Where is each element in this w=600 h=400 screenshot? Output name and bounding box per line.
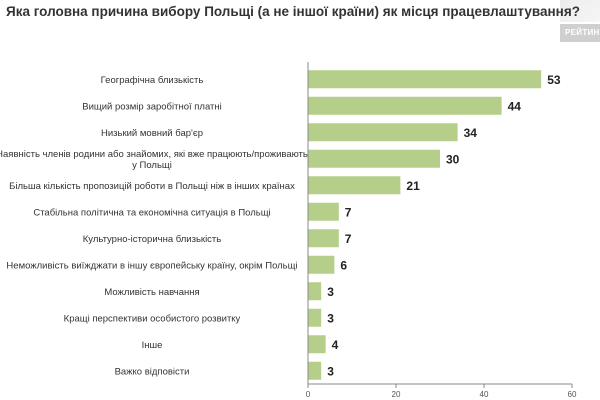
value-label: 53 [547,73,561,87]
chart-title: Яка головна причина вибору Польщі (а не … [6,4,580,19]
value-label: 30 [446,152,460,166]
bar [308,229,339,248]
category-label: Географічна близькість [101,75,204,86]
watermark-logo: РЕЙТИНГ [560,24,600,42]
bar [308,70,542,89]
value-label: 44 [508,99,522,113]
value-label: 7 [345,205,352,219]
value-label: 3 [327,311,334,325]
category-label: Можливість навчання [104,287,199,298]
category-label: Неможливість виїжджати в іншу європейськ… [6,260,297,271]
category-label: Стабільна політична та економічна ситуац… [33,207,270,218]
category-label: Наявність членів родини або знайомих, як… [0,149,308,171]
category-label: Вищий розмір заробітної платні [82,101,221,112]
value-label: 21 [406,179,420,193]
category-label: Більша кількість пропозицій роботи в Пол… [9,181,295,192]
bar [308,176,401,195]
value-label: 6 [340,258,347,272]
x-tick-label: 60 [568,390,577,399]
category-label: Інше [142,340,163,351]
category-label: Низький мовний бар'єр [101,128,203,139]
bar [308,96,502,115]
watermark-band [560,0,600,22]
value-label: 7 [345,232,352,246]
bar [308,255,335,274]
bar [308,202,339,221]
x-tick-label: 20 [392,390,401,399]
value-label: 3 [327,285,334,299]
bar [308,149,440,168]
bar [308,282,322,301]
value-label: 4 [332,338,339,352]
bar [308,308,322,327]
category-label: Кращі перспективи особистого розвитку [64,313,241,324]
category-label: Культурно-історична близькість [83,234,222,245]
x-tick-label: 0 [306,390,311,399]
category-label: Важко відповісти [115,366,190,377]
value-label: 3 [327,364,334,378]
bar [308,335,326,354]
x-tick-label: 40 [480,390,489,399]
bar [308,123,458,142]
value-label: 34 [464,126,478,140]
bar [308,361,322,380]
